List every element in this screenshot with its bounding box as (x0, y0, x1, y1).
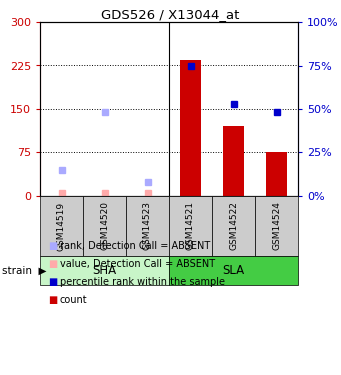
Text: GDS526 / X13044_at: GDS526 / X13044_at (101, 8, 240, 21)
Text: ■: ■ (48, 295, 57, 305)
Bar (180, 60, 201, 196)
Text: count: count (60, 295, 88, 305)
Bar (266, 153, 287, 196)
Text: GSM14519: GSM14519 (57, 201, 66, 250)
Text: ■: ■ (48, 259, 57, 269)
Text: percentile rank within the sample: percentile rank within the sample (60, 277, 225, 287)
Text: rank, Detection Call = ABSENT: rank, Detection Call = ABSENT (60, 241, 210, 251)
Bar (223, 126, 244, 196)
Text: SHA: SHA (92, 264, 117, 277)
Text: GSM14522: GSM14522 (229, 201, 238, 250)
Text: ■: ■ (48, 277, 57, 287)
Text: ■: ■ (48, 241, 57, 251)
Text: GSM14524: GSM14524 (272, 201, 281, 250)
Text: GSM14523: GSM14523 (143, 201, 152, 250)
Text: strain  ▶: strain ▶ (2, 266, 46, 276)
Text: GSM14520: GSM14520 (100, 201, 109, 250)
Text: value, Detection Call = ABSENT: value, Detection Call = ABSENT (60, 259, 215, 269)
Text: GSM14521: GSM14521 (186, 201, 195, 250)
Text: SLA: SLA (222, 264, 244, 277)
